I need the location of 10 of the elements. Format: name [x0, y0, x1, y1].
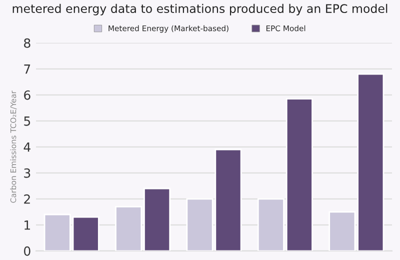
- y-tick-label: 5: [24, 116, 30, 126]
- y-tick-label: 0: [24, 246, 30, 256]
- y-tick-label: 6: [24, 90, 30, 100]
- y-tick-label: 2: [24, 194, 30, 204]
- y-tick-label: 7: [24, 64, 30, 74]
- y-tick-label: 3: [24, 168, 30, 178]
- y-tick-label: 1: [24, 220, 30, 230]
- y-tick-label: 4: [24, 142, 30, 152]
- y-tick-label: 8: [24, 38, 30, 48]
- chart-title: metered energy data to estimations produced by an EPC model: [12, 4, 388, 16]
